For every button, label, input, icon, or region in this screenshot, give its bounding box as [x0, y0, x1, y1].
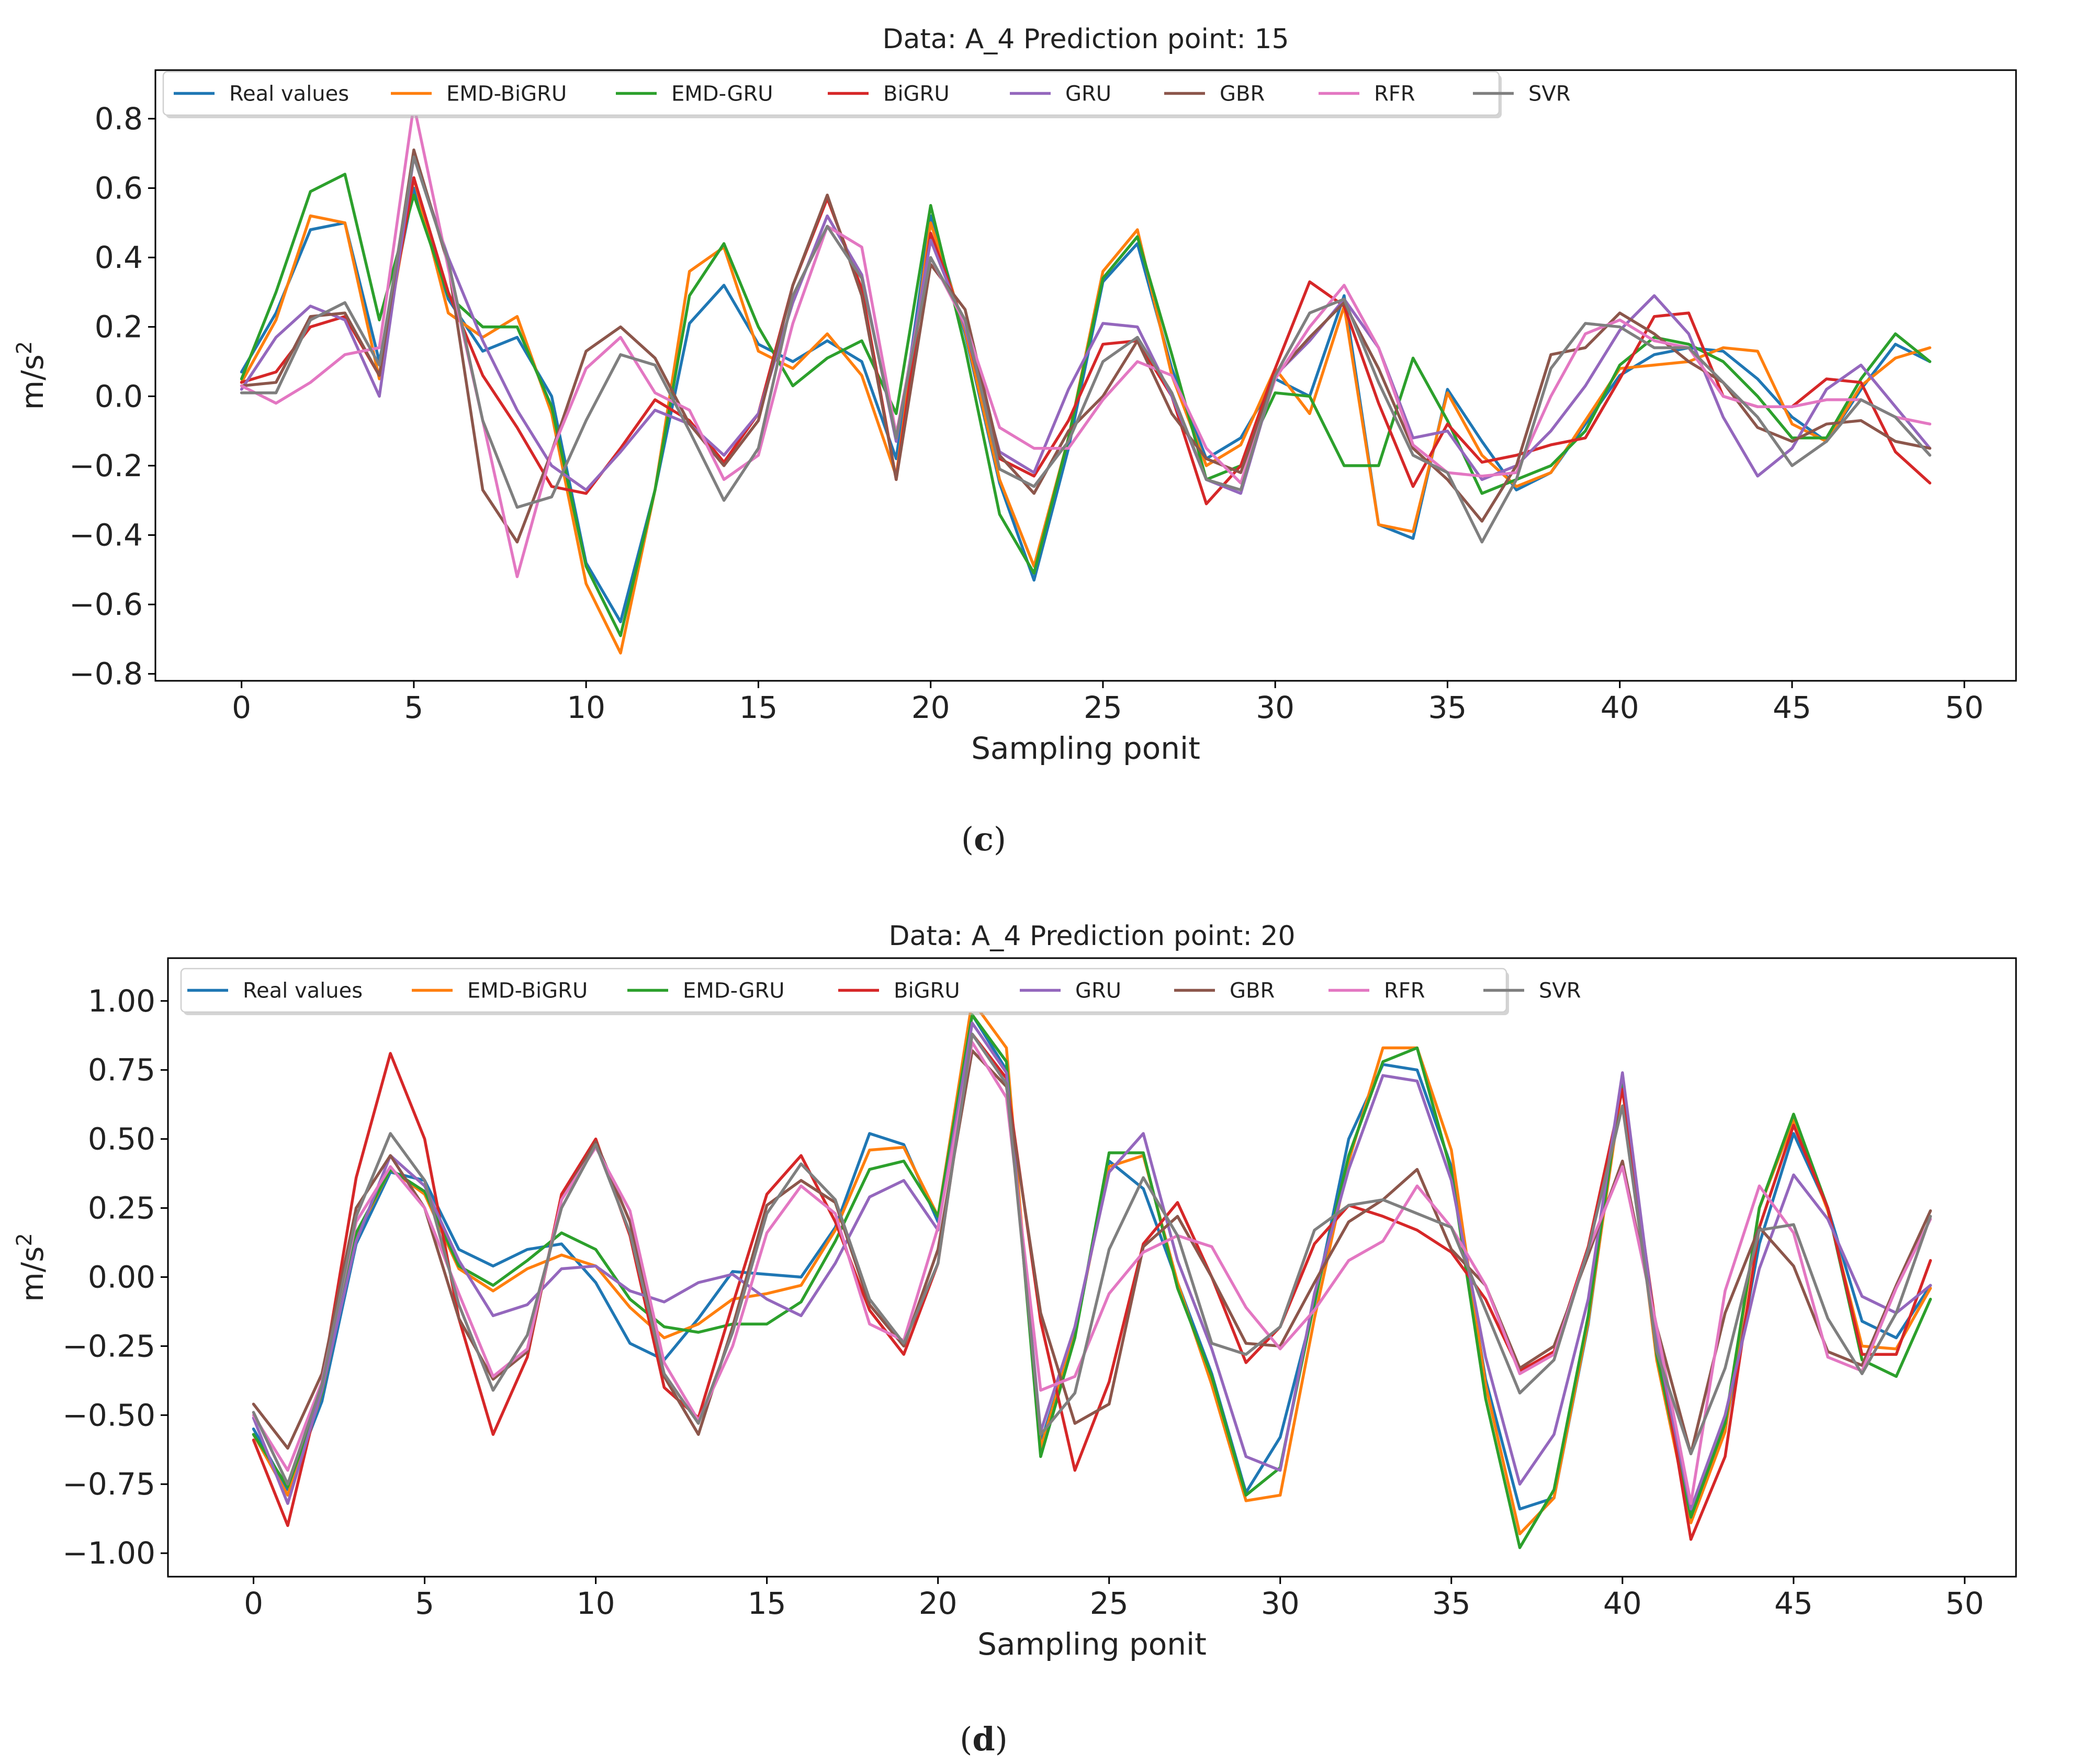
x-tick-label: 30	[1261, 1586, 1300, 1621]
legend-label-real-values: Real values	[229, 82, 349, 106]
y-tick-label: 0.2	[95, 309, 143, 345]
x-tick-label: 20	[911, 690, 950, 725]
legend-label-gru: GRU	[1075, 979, 1121, 1003]
y-tick-label: −0.50	[62, 1397, 155, 1433]
legend-label-emd-gru: EMD-GRU	[671, 82, 773, 106]
x-tick-label: 20	[919, 1586, 958, 1621]
legend-label-svr: SVR	[1539, 979, 1581, 1003]
x-tick-label: 5	[404, 690, 423, 725]
x-tick-label: 25	[1084, 690, 1122, 725]
x-tick-label: 0	[244, 1586, 263, 1621]
x-tick-label: 10	[577, 1586, 615, 1621]
y-tick-label: −0.6	[69, 587, 143, 622]
legend-label-gbr: GBR	[1220, 82, 1265, 106]
y-tick-label: 0.0	[95, 378, 143, 414]
y-axis-label-exponent: 2	[13, 341, 37, 354]
series-line-gru	[240, 155, 1932, 495]
panel-label-letter: c	[974, 820, 994, 858]
panel-label: (c)	[961, 820, 1006, 858]
y-axis-label-unit: m/s	[15, 1246, 50, 1302]
x-tick-label: 40	[1601, 690, 1639, 725]
x-tick-label: 25	[1090, 1586, 1129, 1621]
x-axis-label: Sampling ponit	[977, 1626, 1207, 1662]
y-tick-label: −0.75	[62, 1466, 155, 1502]
legend: Real values EMD-BiGRU EMD-GRU BiGRU GRU GBR RF…	[162, 71, 1571, 118]
y-tick-label: 0.75	[88, 1052, 155, 1088]
x-tick-label: 10	[567, 690, 605, 725]
x-axis-label: Sampling ponit	[971, 731, 1200, 766]
legend-label-real-values: Real values	[243, 979, 363, 1003]
y-tick-label: 0.00	[88, 1259, 155, 1295]
y-tick-label: 0.6	[95, 170, 143, 206]
series-line-rfr	[252, 1041, 1932, 1505]
series-line-gbr	[240, 148, 1932, 544]
legend-label-svr: SVR	[1528, 82, 1571, 106]
legend-label-emd-bigru: EMD-BiGRU	[467, 979, 588, 1003]
legend-label-bigru: BiGRU	[883, 82, 950, 106]
series-lines	[252, 999, 1932, 1549]
x-tick-label: 50	[1945, 1586, 1984, 1621]
series-line-svr	[252, 1032, 1932, 1486]
legend: Real values EMD-BiGRU EMD-GRU BiGRU GRU GBR RF…	[180, 968, 1581, 1015]
y-tick-label: 0.25	[88, 1190, 155, 1226]
x-tick-label: 15	[739, 690, 778, 725]
y-axis-label: m/s2	[13, 1233, 50, 1302]
x-tick-label: 0	[232, 690, 251, 725]
y-tick-label: 0.4	[95, 240, 143, 275]
chart-panel-c: Data: A_4 Prediction point: 150 5 10 15 20 25…	[13, 24, 2017, 858]
x-tick-label: 45	[1773, 690, 1811, 725]
y-tick-label: 0.8	[95, 101, 143, 137]
y-tick-label: −0.2	[69, 448, 143, 484]
panel-label: (d)	[960, 1720, 1008, 1758]
legend-label-rfr: RFR	[1384, 979, 1425, 1003]
y-tick-label: 0.50	[88, 1121, 155, 1157]
y-axis-label-unit: m/s	[15, 354, 50, 410]
series-line-svr	[240, 155, 1932, 544]
axes-frame	[154, 69, 2017, 682]
series-line-rfr	[240, 103, 1932, 578]
x-tick-label: 35	[1432, 1586, 1471, 1621]
legend-label-rfr: RFR	[1374, 82, 1415, 106]
x-tick-label: 15	[748, 1586, 786, 1621]
legend-label-bigru: BiGRU	[894, 979, 960, 1003]
series-line-bigru	[252, 1032, 1932, 1541]
series-lines	[240, 103, 1932, 655]
y-tick-label: 1.00	[88, 983, 155, 1019]
series-line-real-values	[240, 186, 1932, 624]
y-tick-label: −0.4	[69, 518, 143, 553]
legend-label-gru: GRU	[1065, 82, 1111, 106]
x-tick-label: 40	[1603, 1586, 1642, 1621]
x-tick-label: 30	[1256, 690, 1294, 725]
y-axis-label: m/s2	[13, 341, 50, 410]
legend-label-emd-bigru: EMD-BiGRU	[446, 82, 567, 106]
axes-frame	[167, 957, 2017, 1578]
x-tick-label: 45	[1774, 1586, 1813, 1621]
panel-label-letter: d	[972, 1720, 995, 1758]
chart-panel-d: Data: A_4 Prediction point: 200 5 10 15 20 25…	[13, 920, 2017, 1758]
legend-label-gbr: GBR	[1230, 979, 1275, 1003]
y-axis-label-exponent: 2	[13, 1233, 37, 1246]
chart-title: Data: A_4 Prediction point: 20	[888, 920, 1295, 952]
y-tick-label: −0.25	[62, 1328, 155, 1364]
x-tick-label: 5	[415, 1586, 434, 1621]
x-tick-label: 50	[1945, 690, 1984, 725]
legend-label-emd-gru: EMD-GRU	[683, 979, 785, 1003]
y-tick-label: −1.00	[62, 1535, 155, 1571]
series-line-bigru	[240, 176, 1932, 505]
chart-title: Data: A_4 Prediction point: 15	[882, 24, 1289, 55]
y-tick-label: −0.8	[69, 656, 143, 692]
x-tick-label: 35	[1428, 690, 1467, 725]
